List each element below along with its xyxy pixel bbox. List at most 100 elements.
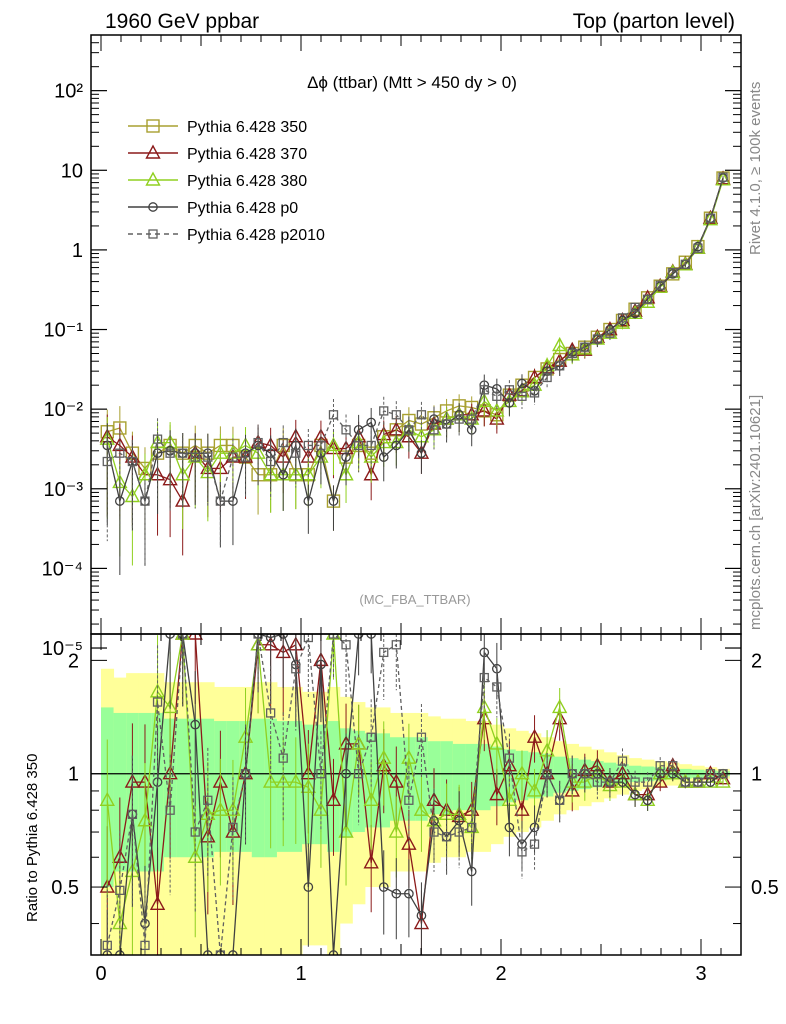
data-point (316, 769, 326, 779)
legend: Pythia 6.428 350 Pythia 6.428 370 Pythia 6… (128, 119, 325, 244)
data-point (338, 823, 354, 838)
x-tick-label: 3 (695, 963, 706, 985)
data-point (127, 809, 138, 819)
data-point (146, 119, 160, 133)
data-point (605, 328, 615, 338)
ratio-frame (90, 633, 742, 956)
data-point (514, 801, 530, 816)
data-point (102, 456, 112, 467)
data-point (137, 812, 153, 827)
band-green-bin (478, 743, 492, 811)
data-point (489, 402, 505, 417)
data-point (316, 659, 326, 670)
data-point (137, 466, 153, 481)
data-point (225, 801, 241, 816)
ratio-y-tick-label: 0.5 (51, 877, 79, 899)
data-point (145, 171, 161, 186)
data-point (391, 888, 402, 899)
data-point (388, 823, 404, 838)
ratio-y-tick-label-right: 0.5 (751, 877, 779, 899)
data-point (489, 786, 505, 801)
band-green-bin (251, 718, 265, 858)
data-point (592, 777, 603, 787)
data-point (441, 832, 452, 842)
data-point (265, 456, 276, 467)
data-point (517, 391, 527, 401)
data-point (291, 664, 301, 674)
y-tick-label: 10⁻³ (44, 479, 84, 501)
data-point (228, 452, 238, 462)
ratio-y-tick-label-right: 1 (751, 764, 762, 786)
data-point (363, 854, 379, 869)
legend-label: Pythia 6.428 380 (187, 173, 307, 190)
data-point (162, 698, 178, 714)
data-point (379, 406, 389, 416)
data-point (542, 769, 552, 779)
data-point (341, 768, 351, 779)
data-point (668, 267, 678, 278)
data-point (489, 735, 505, 750)
data-point (693, 243, 703, 253)
band-green-bin (113, 712, 127, 872)
data-point (152, 434, 163, 444)
ratio-series-layer (99, 634, 731, 955)
data-point (328, 634, 339, 639)
panel-frames (90, 34, 742, 956)
data-point (265, 708, 276, 718)
data-point (391, 640, 401, 650)
data-point (715, 171, 731, 186)
data-point (190, 719, 201, 730)
data-point (680, 259, 690, 269)
data-point (466, 866, 477, 877)
data-point (140, 496, 150, 506)
data-point (165, 448, 175, 458)
data-point (366, 732, 376, 742)
axis-ticks: 10⁻⁵ 10⁻⁴ 10⁻³ 10⁻² 10⁻¹ 1 10 10² 0 1 2 3 0.5 0.5 1 1 2 2 (42, 34, 779, 985)
data-point (240, 452, 251, 462)
data-point (404, 888, 414, 899)
data-point (325, 436, 342, 452)
legend-entry: Pythia 6.428 380 (128, 171, 307, 190)
data-point (288, 773, 304, 788)
x-tick-label: 2 (495, 963, 506, 985)
data-point (529, 839, 540, 849)
data-point (278, 634, 289, 639)
data-point (140, 940, 150, 951)
y-tick-label: 10⁻⁵ (42, 638, 83, 660)
legend-label: Pythia 6.428 370 (187, 146, 307, 163)
mcplots-label: mcplots.cern.ch [arXiv:2401.10621] (747, 395, 764, 630)
legend-entry: Pythia 6.428 350 (128, 119, 307, 136)
data-point (517, 847, 527, 857)
data-point (476, 392, 492, 408)
x-tick-label: 0 (95, 963, 106, 985)
data-point (514, 765, 530, 780)
legend-label: Pythia 6.428 p2010 (187, 227, 325, 244)
data-point (391, 410, 401, 420)
x-tick-label: 1 (295, 963, 306, 985)
data-point (145, 144, 161, 159)
legend-entry: Pythia 6.428 p2010 (128, 227, 325, 244)
data-point (300, 778, 317, 794)
data-point (690, 773, 706, 788)
data-point (203, 795, 213, 805)
data-point (630, 789, 640, 800)
data-point (441, 419, 452, 429)
data-point (479, 672, 489, 683)
data-point (715, 773, 731, 788)
data-point (429, 425, 439, 435)
data-point (652, 278, 668, 293)
data-point (464, 818, 480, 834)
data-point (262, 773, 279, 788)
band-green-bin (452, 743, 466, 811)
data-point (504, 753, 515, 763)
data-point (401, 835, 417, 850)
data-point (215, 950, 226, 955)
data-point (363, 791, 379, 806)
data-point (567, 769, 577, 779)
data-point (416, 910, 427, 921)
data-point (655, 280, 665, 290)
data-point (127, 456, 138, 467)
series-line (107, 634, 724, 955)
data-point (378, 452, 389, 462)
